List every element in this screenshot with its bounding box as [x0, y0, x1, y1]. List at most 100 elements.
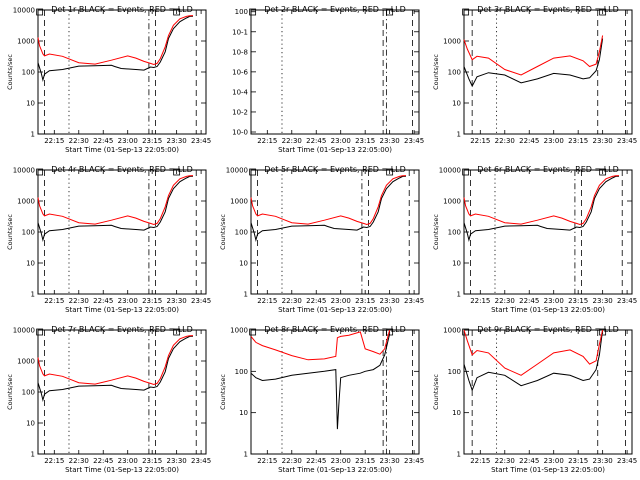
y-tick-label: 10-1 — [232, 28, 248, 36]
time-marker-box — [249, 168, 257, 176]
y-tick-label: 10-0 — [232, 129, 248, 137]
panel-9: Det 9r BLACK = Events, RED = LLD Counts/s… — [432, 325, 637, 474]
y-tick-label: 1000 — [17, 198, 35, 206]
x-tick-label: 22:30 — [69, 297, 89, 305]
x-tick-label: 23:15 — [568, 137, 588, 145]
x-tick-label: 23:45 — [404, 137, 424, 145]
time-marker-box — [173, 168, 181, 176]
y-tick-label: 10000 — [439, 167, 461, 175]
time-marker-box — [599, 168, 607, 176]
x-tick-label: 22:30 — [282, 297, 302, 305]
y-tick-label: 10000 — [13, 167, 35, 175]
x-tick-label: 23:45 — [404, 457, 424, 465]
x-tick-label: 23:00 — [544, 457, 564, 465]
x-tick-label: 22:15 — [470, 457, 490, 465]
y-tick-label: 10 — [452, 260, 461, 268]
y-tick-label: 1 — [457, 291, 461, 299]
panel-5: Det 5r BLACK = Events, RED = LLD Counts/s… — [219, 165, 424, 314]
y-tick-label: 1 — [31, 291, 35, 299]
panel-4: Det 4r BLACK = Events, RED = LLD Counts/s… — [6, 165, 211, 314]
time-marker-box — [173, 328, 181, 336]
time-marker-box — [249, 8, 257, 16]
y-axis-label: Counts/sec — [6, 374, 14, 410]
panel-title: Det 4r BLACK = Events, RED = LLD — [51, 165, 193, 174]
y-tick-label: 1000 — [443, 198, 461, 206]
x-tick-label: 23:30 — [380, 297, 400, 305]
y-tick-label: 10 — [452, 409, 461, 417]
x-tick-label: 23:30 — [593, 137, 613, 145]
series-line-lld — [250, 175, 407, 226]
x-tick-label: 22:15 — [470, 137, 490, 145]
y-tick-label: 1 — [244, 451, 248, 459]
x-tick-label: 22:45 — [93, 137, 113, 145]
y-tick-label: 100 — [235, 8, 248, 16]
x-tick-label: 22:15 — [257, 457, 277, 465]
panel-title: Det 9r BLACK = Events, RED = LLD — [477, 325, 619, 334]
x-tick-label: 22:30 — [282, 137, 302, 145]
time-marker-box — [36, 8, 44, 16]
y-tick-label: 10-8 — [232, 48, 248, 56]
panel-3: Det 3r BLACK = Events, RED = LLD Counts/s… — [432, 5, 637, 145]
x-tick-label: 23:45 — [191, 137, 211, 145]
x-tick-label: 23:15 — [568, 297, 588, 305]
y-tick-label: 1 — [457, 131, 461, 139]
panel-6: Det 6r BLACK = Events, RED = LLD Counts/s… — [432, 165, 637, 314]
y-tick-label: 10 — [26, 100, 35, 108]
y-axis-label: Counts/sec — [219, 374, 227, 410]
x-axis-label: Start Time (01-Sep-13 22:05:00) — [491, 466, 605, 474]
x-tick-label: 22:15 — [470, 297, 490, 305]
x-tick-label: 22:30 — [495, 457, 515, 465]
y-tick-label: 10 — [239, 409, 248, 417]
x-tick-label: 23:15 — [142, 137, 162, 145]
y-tick-label: 1 — [31, 131, 35, 139]
x-axis-label: Start Time (01-Sep-13 22:05:00) — [278, 146, 392, 154]
x-axis-label: Start Time (01-Sep-13 22:05:00) — [278, 466, 392, 474]
y-tick-label: 1000 — [230, 327, 248, 335]
time-marker-box — [36, 168, 44, 176]
x-tick-label: 23:15 — [142, 457, 162, 465]
time-marker-box — [386, 8, 394, 16]
x-tick-label: 22:30 — [69, 457, 89, 465]
y-tick-label: 10 — [26, 420, 35, 428]
x-tick-label: 23:45 — [617, 137, 637, 145]
x-tick-label: 23:30 — [167, 457, 187, 465]
x-tick-label: 22:45 — [306, 457, 326, 465]
x-tick-label: 23:45 — [404, 297, 424, 305]
y-tick-label: 10-2 — [232, 108, 248, 116]
y-tick-label: 100 — [448, 368, 461, 376]
y-tick-label: 10000 — [226, 167, 248, 175]
x-tick-label: 22:15 — [44, 297, 64, 305]
panel-8: Det 8r BLACK = Events, RED = LLD Counts/s… — [219, 325, 424, 474]
time-marker-box — [36, 328, 44, 336]
y-axis-label: Counts/sec — [6, 214, 14, 250]
x-tick-label: 22:45 — [306, 137, 326, 145]
x-tick-label: 22:45 — [93, 297, 113, 305]
x-tick-label: 23:00 — [544, 297, 564, 305]
time-marker-box — [599, 328, 607, 336]
x-tick-label: 23:45 — [191, 297, 211, 305]
y-tick-label: 1000 — [17, 38, 35, 46]
y-axis-label: Counts/sec — [432, 214, 440, 250]
y-tick-label: 1000 — [443, 38, 461, 46]
series-line-events — [37, 335, 194, 402]
y-tick-label: 100 — [22, 69, 35, 77]
x-tick-label: 23:00 — [331, 457, 351, 465]
time-marker-box — [386, 168, 394, 176]
series-line-events — [463, 38, 604, 88]
panel-1: Det 1r BLACK = Events, RED = LLD Counts/s… — [6, 5, 211, 154]
time-marker-box — [599, 8, 607, 16]
y-tick-label: 10-4 — [232, 88, 248, 96]
x-tick-label: 23:00 — [118, 137, 138, 145]
x-tick-label: 22:30 — [495, 137, 515, 145]
x-tick-label: 23:45 — [617, 457, 637, 465]
x-tick-label: 22:30 — [69, 137, 89, 145]
x-tick-label: 23:30 — [167, 137, 187, 145]
panel-title: Det 2r BLACK = Events, RED = LLD — [264, 5, 406, 14]
x-tick-label: 22:15 — [44, 137, 64, 145]
x-tick-label: 23:15 — [568, 457, 588, 465]
x-tick-label: 23:15 — [355, 137, 375, 145]
x-tick-label: 22:15 — [44, 457, 64, 465]
series-line-lld — [37, 335, 194, 386]
